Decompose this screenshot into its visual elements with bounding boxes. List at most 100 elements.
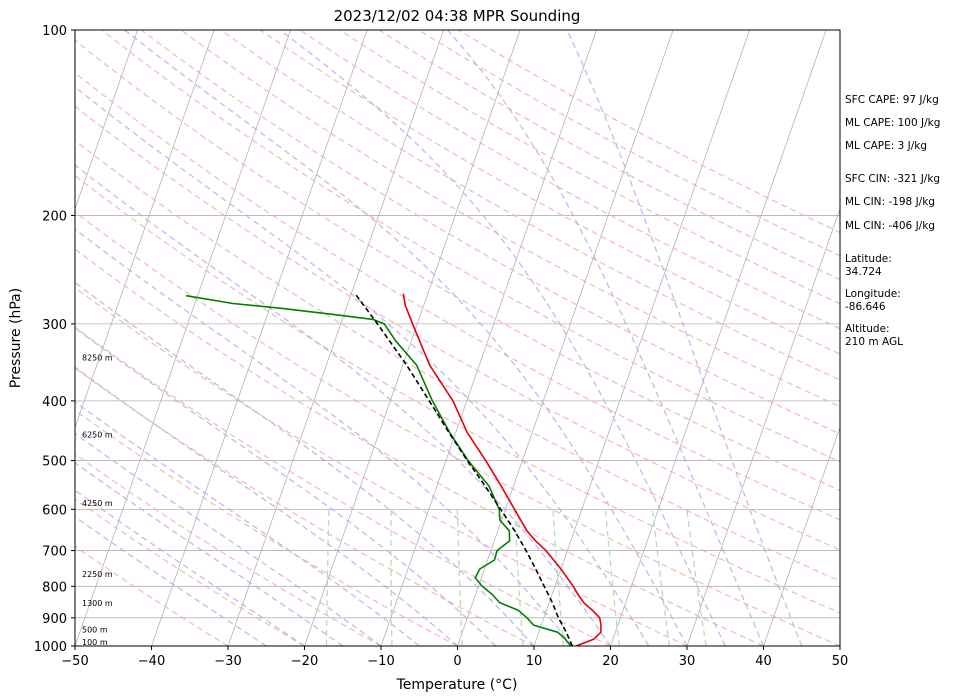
x-axis: −50 −40 −30 −20 −10 0 10 20 30 40 50 — [61, 646, 848, 669]
isotherm-line — [75, 30, 215, 429]
moist-adiabat-line — [75, 327, 497, 646]
parameter-annotation: Longitude: -86.646 — [845, 288, 901, 313]
y-tick-label: 300 — [42, 318, 67, 333]
y-tick-label: 500 — [42, 455, 67, 470]
mixing-ratio-line — [456, 509, 463, 646]
temperature-trace — [402, 293, 602, 646]
moist-adiabat-line — [75, 164, 612, 646]
x-tick-label: 40 — [755, 654, 772, 669]
x-tick-label: 30 — [679, 654, 696, 669]
dry-adiabat-line — [378, 30, 840, 281]
y-tick-label: 900 — [42, 612, 67, 627]
isotherm-line — [75, 30, 138, 211]
dry-adiabat-line — [75, 105, 840, 551]
height-label: 500 m — [82, 626, 108, 635]
moist-adiabat-line — [75, 228, 573, 646]
chart-title: 2023/12/02 04:38 MPR Sounding — [334, 7, 581, 25]
isotherm-line — [75, 30, 291, 646]
isotherm-line — [763, 426, 840, 646]
dry-adiabat-line — [75, 286, 688, 646]
dry-adiabat-line — [75, 39, 840, 492]
dry-adiabat-line — [75, 453, 382, 646]
y-tick-label: 1000 — [34, 640, 67, 655]
dry-adiabat-line — [75, 211, 840, 646]
dry-adiabat-line — [75, 498, 305, 646]
parameter-annotation: ML CIN: -198 J/kg — [845, 196, 935, 208]
y-tick-label: 100 — [42, 24, 67, 39]
y-axis-label: Pressure (hPa) — [8, 288, 24, 388]
mixing-ratio-line — [604, 509, 620, 646]
dry-adiabat-line — [101, 30, 840, 463]
dry-adiabat-line — [75, 409, 458, 646]
isotherm-line — [610, 30, 827, 646]
y-tick-label: 600 — [42, 503, 67, 518]
x-tick-label: −30 — [214, 654, 241, 669]
background-lines — [75, 30, 840, 646]
mixing-ratio-line — [651, 509, 671, 646]
data-series — [185, 293, 602, 646]
height-label: 2250 m — [82, 570, 113, 579]
x-tick-label: −10 — [367, 654, 394, 669]
dry-adiabat-line — [75, 367, 535, 646]
dry-adiabat-line — [75, 326, 611, 646]
parameter-annotation: SFC CIN: -321 J/kg — [845, 173, 941, 185]
mixing-ratio-line — [390, 509, 393, 646]
y-tick-label: 200 — [42, 209, 67, 224]
moist-adiabat-line — [566, 30, 803, 646]
mixing-ratio-line — [514, 509, 524, 646]
parcel-trace — [354, 293, 574, 646]
x-tick-label: −40 — [138, 654, 165, 669]
parameter-annotation: SFC CAPE: 97 J/kg — [845, 94, 939, 106]
x-tick-label: 20 — [602, 654, 619, 669]
isotherm-line — [457, 30, 674, 646]
dry-adiabat-line — [75, 139, 840, 582]
x-tick-label: −20 — [291, 654, 318, 669]
moist-adiabat-line — [75, 86, 650, 646]
x-tick-label: 0 — [453, 654, 461, 669]
isotherm-line — [380, 30, 597, 646]
height-label: 8250 m — [82, 353, 113, 362]
x-axis-label: Temperature (°C) — [396, 677, 518, 693]
x-tick-label: 50 — [832, 654, 849, 669]
y-axis: 1000 900 800 700 600 500 400 300 200 100 — [34, 24, 75, 655]
dry-adiabat-line — [75, 248, 764, 646]
dry-adiabat-line — [299, 30, 840, 330]
moist-adiabat-line — [124, 30, 688, 646]
height-label: 1300 m — [82, 599, 113, 608]
isotherm-line — [227, 30, 444, 646]
x-tick-label: 10 — [526, 654, 543, 669]
dewpoint-trace — [185, 294, 572, 646]
moist-adiabat-line — [279, 30, 726, 646]
moist-adiabat-line — [75, 366, 458, 646]
parameter-annotation: Altitude: 210 m AGL — [845, 323, 903, 348]
dry-adiabat-line — [140, 30, 840, 435]
moist-adiabat-line — [75, 401, 420, 646]
mixing-ratio-line — [686, 509, 707, 646]
isotherm-line — [686, 207, 840, 646]
y-tick-label: 400 — [42, 395, 67, 410]
parameter-annotation: ML CAPE: 100 J/kg — [845, 117, 941, 129]
height-label: 4250 m — [82, 499, 113, 508]
height-labels: 100 m 500 m 1300 m 2250 m 4250 m 6250 m 8250 m — [82, 353, 113, 647]
moist-adiabat-line — [75, 461, 344, 646]
parameter-annotation: ML CAPE: 3 J/kg — [845, 140, 928, 152]
dry-adiabat-line — [180, 30, 840, 408]
y-tick-label: 800 — [42, 580, 67, 595]
x-tick-label: −50 — [61, 654, 88, 669]
plot-frame — [74, 29, 841, 647]
y-tick-label: 700 — [42, 545, 67, 560]
dry-adiabat-line — [75, 72, 840, 521]
isotherm-line — [151, 30, 368, 646]
isotherm-line — [304, 30, 521, 646]
moist-adiabat-line — [75, 281, 535, 646]
parameter-annotation: Latitude: 34.724 — [845, 253, 892, 278]
moist-adiabat-line — [75, 515, 267, 646]
dry-adiabat-line — [75, 545, 229, 646]
isotherm-line — [533, 30, 750, 646]
moist-adiabat-line — [447, 30, 765, 646]
height-label: 6250 m — [82, 430, 113, 439]
dry-adiabat-line — [259, 30, 840, 355]
moist-adiabat-line — [75, 432, 382, 646]
